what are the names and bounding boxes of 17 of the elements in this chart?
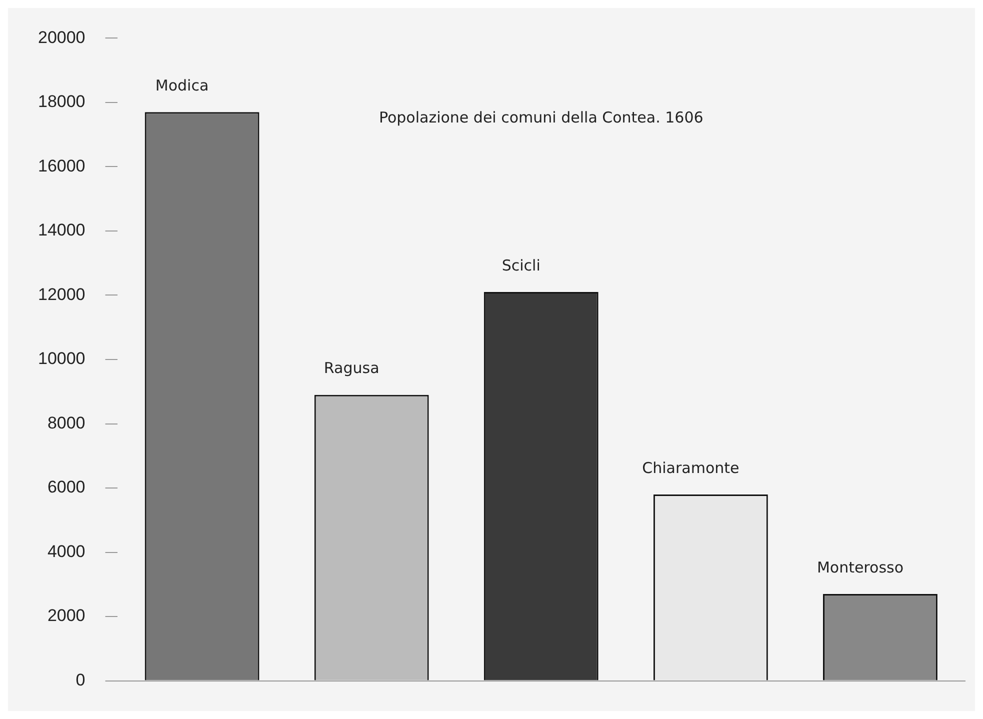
x-tick-label: Modica [155,76,209,94]
x-tick-label: Ragusa [324,359,380,378]
y-tick-label: 0 [76,670,86,690]
y-tick-label: 12000 [38,284,86,304]
y-tick-label: 18000 [38,92,86,112]
x-tick-label: Monterosso [816,558,904,576]
x-tick-label: Chiaramonte [642,458,740,477]
x-tick-label: Scicli [502,256,540,274]
y-tick-label: 20000 [38,28,86,47]
y-tick-label: 2000 [47,606,86,626]
y-tick-label: 4000 [47,542,86,561]
text: Popolazione dei comuni della Contea. 1606 [378,108,704,126]
y-tick-label: 10000 [38,349,86,368]
y-tick-label: 8000 [47,413,86,432]
y-tick-label: 6000 [47,478,86,497]
y-tick-label: 16000 [38,156,86,176]
y-tick-label: 14000 [38,220,86,240]
